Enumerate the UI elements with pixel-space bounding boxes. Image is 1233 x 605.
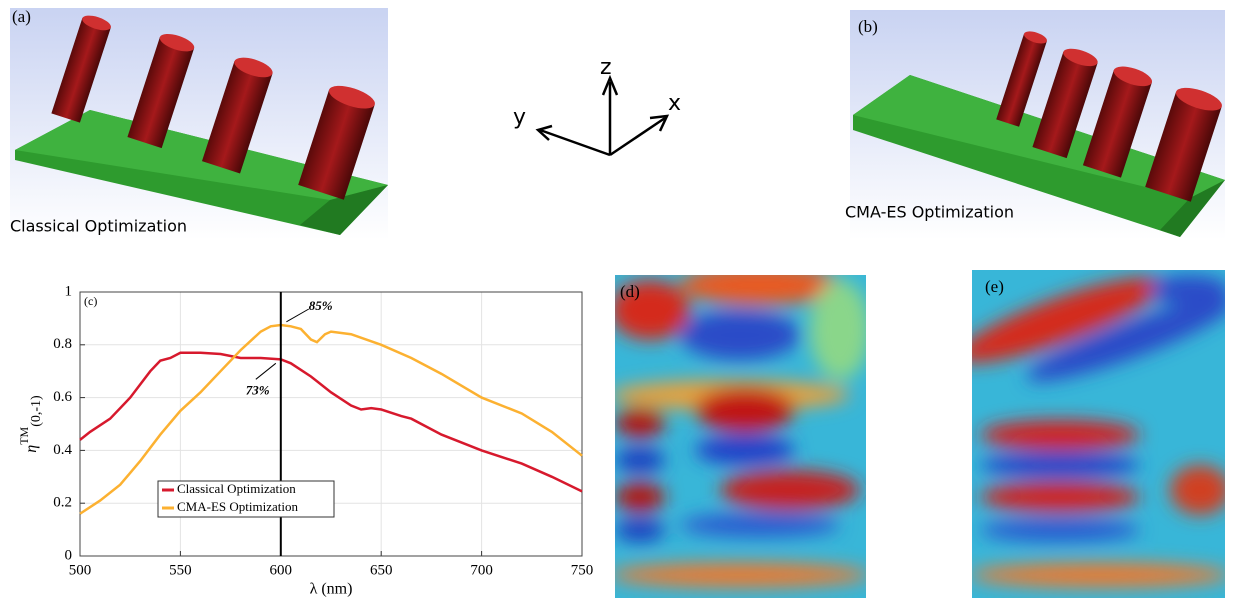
x-tick-label: 650 (370, 562, 393, 578)
panel-label: (c) (84, 294, 97, 308)
x-tick-label: 600 (270, 562, 293, 578)
line (79, 351, 583, 493)
annotation: 85% (309, 298, 333, 313)
annotation-arrow (255, 362, 277, 380)
axis-y: y (513, 105, 526, 130)
line (79, 323, 583, 515)
y-tick-label: 0.8 (53, 336, 72, 352)
x-tick-label: 700 (470, 562, 493, 578)
plot-frame (79, 291, 583, 557)
y-label-sup: TM (17, 426, 31, 444)
y-axis-label: ηTM(0,-1) (17, 395, 44, 453)
x-axis-label: λ (nm) (310, 581, 353, 598)
legend-label: Classical Optimization (177, 481, 296, 496)
annotation: 73% (246, 382, 270, 397)
legend (157, 480, 335, 518)
caption: CMA-ES Optimization (845, 203, 1014, 222)
render-b: (b) CMA-ES Optimization (845, 10, 1225, 240)
axes-diagram (535, 74, 670, 157)
y-tick-label: 0.6 (53, 389, 72, 405)
axis-x: x (668, 91, 681, 116)
panel-label: (d) (620, 282, 640, 301)
y-tick-label: 0 (65, 547, 73, 563)
legend-label: CMA-ES Optimization (177, 499, 298, 514)
y-label-sub: (0,-1) (29, 395, 44, 427)
annotation-arrow (286, 308, 310, 323)
panel-label: (a) (12, 7, 31, 26)
field-map-d (615, 275, 866, 598)
x-tick-label: 550 (169, 562, 192, 578)
y-label-symbol: η (23, 445, 40, 453)
render-a: (a) Classical Optimization (10, 7, 388, 240)
field-map-e (972, 270, 1225, 598)
panel-label: (e) (985, 277, 1004, 296)
panel-label: (b) (858, 17, 878, 36)
y-tick-label: 1 (65, 283, 73, 299)
x-tick-label: 750 (571, 562, 594, 578)
axis-z: z (600, 55, 612, 80)
y-tick-label: 0.4 (53, 442, 72, 458)
x-tick-label: 500 (69, 562, 92, 578)
y-tick-label: 0.2 (53, 495, 72, 511)
line-chart: 0 0.2 0.4 0.6 0.8 1 500 550 600 650 700 750 λ (nm) ηT… (17, 283, 594, 597)
caption: Classical Optimization (10, 217, 187, 236)
